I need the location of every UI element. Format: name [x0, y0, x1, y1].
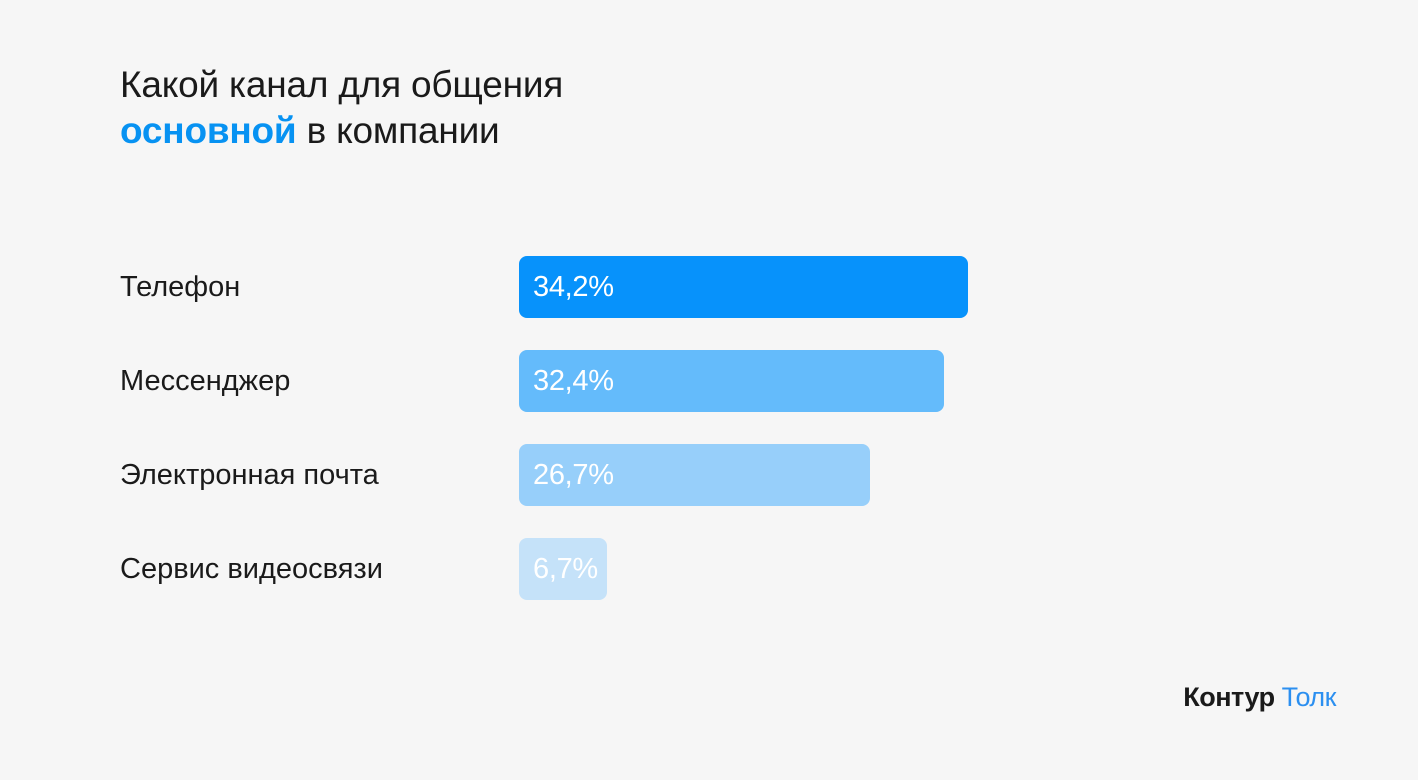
- bar: 32,4%: [519, 350, 944, 412]
- bar: 26,7%: [519, 444, 870, 506]
- chart-title-accent: основной: [120, 110, 297, 151]
- logo-brand: Контур: [1183, 682, 1275, 712]
- bar: 6,7%: [519, 538, 607, 600]
- chart-title-line1: Какой канал для общения: [120, 64, 564, 105]
- bar-value-label: 32,4%: [533, 365, 614, 397]
- category-label: Телефон: [120, 271, 241, 303]
- bar-value-label: 6,7%: [533, 553, 598, 585]
- category-label: Сервис видеосвязи: [120, 553, 383, 585]
- bar-value-label: 34,2%: [533, 271, 614, 303]
- logo: Контур Толк: [1183, 680, 1336, 714]
- logo-product: Толк: [1281, 682, 1337, 712]
- bar-value-label: 26,7%: [533, 459, 614, 491]
- category-label: Электронная почта: [120, 459, 379, 491]
- chart-title: Какой канал для общения основной в компа…: [120, 62, 563, 154]
- chart-title-line2: в компании: [296, 110, 500, 151]
- category-label: Мессенджер: [120, 365, 291, 397]
- bar: 34,2%: [519, 256, 968, 318]
